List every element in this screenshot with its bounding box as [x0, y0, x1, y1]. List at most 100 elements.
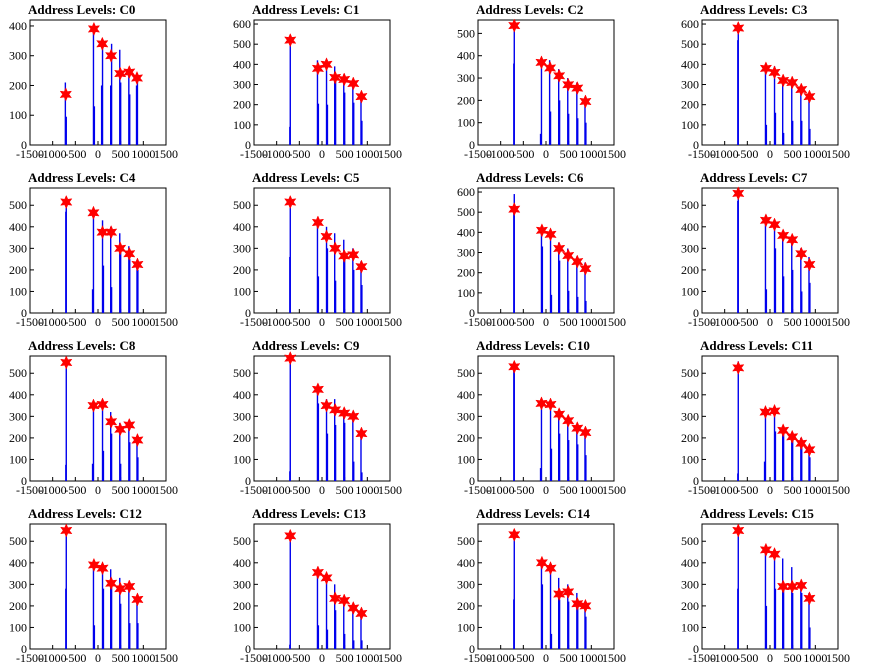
- y-tick-label: 300: [9, 409, 27, 423]
- x-tick-label: 0: [319, 147, 325, 161]
- chart-title: Address Levels: C4: [28, 170, 136, 185]
- x-tick-label: 1000: [131, 147, 155, 161]
- chart-svg: Address Levels: C1 0 100 200 300 400 500 600 -15…: [233, 2, 402, 161]
- y-tick-label: 100: [681, 284, 699, 298]
- peak-marker: [579, 598, 592, 614]
- x-tick-label: -1000: [487, 147, 515, 161]
- peak-marker: [786, 75, 799, 90]
- y-tick-label: 400: [233, 57, 251, 71]
- peak-marker: [96, 225, 109, 240]
- peak-marker: [114, 241, 127, 256]
- y-tick-label: 0: [469, 474, 475, 488]
- peak-marker: [795, 82, 808, 97]
- chart-panel: Address Levels: C6 0 100 200 300 400 500 600 -15…: [448, 168, 672, 336]
- y-tick-label: 200: [9, 599, 27, 613]
- x-tick-label: -1500: [688, 147, 716, 161]
- plot-frame: [253, 355, 391, 482]
- peak-marker: [795, 436, 808, 451]
- chart-svg: Address Levels: C12 0 100 200 300 400 500 -1500…: [9, 506, 178, 665]
- y-tick-label: 200: [233, 431, 251, 445]
- chart-svg: Address Levels: C40100200300400500-1500-…: [9, 170, 178, 329]
- x-tick-label: -500: [64, 483, 86, 497]
- chart-svg: Address Levels: C14 0 100 200 300 400 500 -1500…: [457, 506, 626, 665]
- peak-marker: [320, 229, 333, 244]
- peak-marker: [508, 18, 521, 33]
- y-tick-label: 400: [9, 220, 27, 234]
- x-tick-label: -1000: [263, 483, 291, 497]
- plot-frame: [701, 187, 839, 314]
- peak-marker: [355, 426, 368, 441]
- y-tick-label: 400: [681, 57, 699, 71]
- x-tick-label: -1000: [711, 315, 739, 329]
- x-tick-label: 0: [319, 483, 325, 497]
- x-tick-label: 0: [767, 147, 773, 161]
- peak-marker: [123, 579, 136, 594]
- y-tick-label: 500: [681, 534, 699, 548]
- chart-title: Address Levels: C13: [252, 506, 366, 521]
- chart-panel: Address Levels: C4 0 100 200 300 400 500 -1500-…: [0, 168, 224, 336]
- x-tick-label: 1500: [154, 483, 178, 497]
- x-tick-label: -1000: [263, 315, 291, 329]
- x-tick-label: -1500: [464, 651, 492, 665]
- peak-marker: [571, 596, 584, 611]
- peak-marker: [328, 70, 342, 85]
- plot-frame: [477, 187, 615, 314]
- chart-title: Address Levels: C1: [252, 2, 359, 17]
- peak-marker: [803, 591, 816, 606]
- peak-marker: [123, 246, 136, 261]
- peak-marker: [544, 561, 557, 576]
- y-tick-label: 500: [9, 198, 27, 212]
- plot-frame: [253, 187, 391, 314]
- x-tick-label: -1500: [464, 315, 492, 329]
- peak-marker: [96, 561, 109, 576]
- chart-panel: Address Levels: C5 0 100 200 300 400 500 -1500-…: [224, 168, 448, 336]
- x-tick-label: -500: [736, 315, 758, 329]
- x-tick-label: 0: [95, 147, 101, 161]
- y-tick-label: 200: [681, 599, 699, 613]
- peak-marker: [562, 77, 575, 92]
- y-tick-label: 500: [457, 205, 475, 219]
- x-tick-label: 1500: [378, 147, 402, 161]
- peak-marker: [338, 405, 351, 421]
- peak-marker: [347, 409, 360, 424]
- y-tick-label: 200: [457, 431, 475, 445]
- y-tick-label: 300: [457, 71, 475, 85]
- chart-svg: Address Levels: C20100200300400500-1500-…: [457, 2, 626, 161]
- peak-marker: [87, 21, 101, 37]
- x-tick-label: 500: [560, 483, 578, 497]
- y-tick-label: 100: [457, 620, 475, 634]
- peak-marker: [130, 70, 144, 86]
- x-tick-label: 500: [784, 147, 802, 161]
- x-tick-label: -1000: [487, 483, 515, 497]
- peak-marker: [579, 261, 592, 276]
- y-tick-label: 600: [457, 185, 475, 199]
- x-tick-label: -500: [512, 147, 534, 161]
- y-tick-label: 500: [233, 534, 251, 548]
- chart-title: Address Levels: C14: [476, 506, 590, 521]
- x-tick-label: 0: [767, 315, 773, 329]
- peak-marker: [508, 359, 521, 374]
- plot-frame: [701, 19, 839, 146]
- peak-marker: [338, 72, 351, 87]
- x-tick-label: 0: [319, 315, 325, 329]
- x-tick-label: 1000: [579, 147, 603, 161]
- peak-marker: [355, 259, 368, 274]
- y-tick-label: 300: [681, 409, 699, 423]
- peak-marker: [311, 61, 325, 76]
- x-tick-label: -1000: [39, 147, 67, 161]
- peak-marker: [544, 397, 557, 412]
- y-tick-label: 300: [233, 78, 251, 92]
- peak-marker: [732, 20, 745, 36]
- x-tick-label: -500: [64, 651, 86, 665]
- y-tick-label: 500: [9, 366, 27, 380]
- x-tick-label: 500: [112, 651, 130, 665]
- y-tick-label: 400: [457, 388, 475, 402]
- plot-frame: [29, 19, 167, 146]
- y-tick-label: 100: [9, 620, 27, 634]
- x-tick-label: 500: [784, 651, 802, 665]
- peak-marker: [803, 442, 816, 457]
- peak-marker: [96, 36, 109, 51]
- y-tick-label: 300: [233, 577, 251, 591]
- x-tick-label: 500: [560, 147, 578, 161]
- chart-title: Address Levels: C2: [476, 2, 583, 17]
